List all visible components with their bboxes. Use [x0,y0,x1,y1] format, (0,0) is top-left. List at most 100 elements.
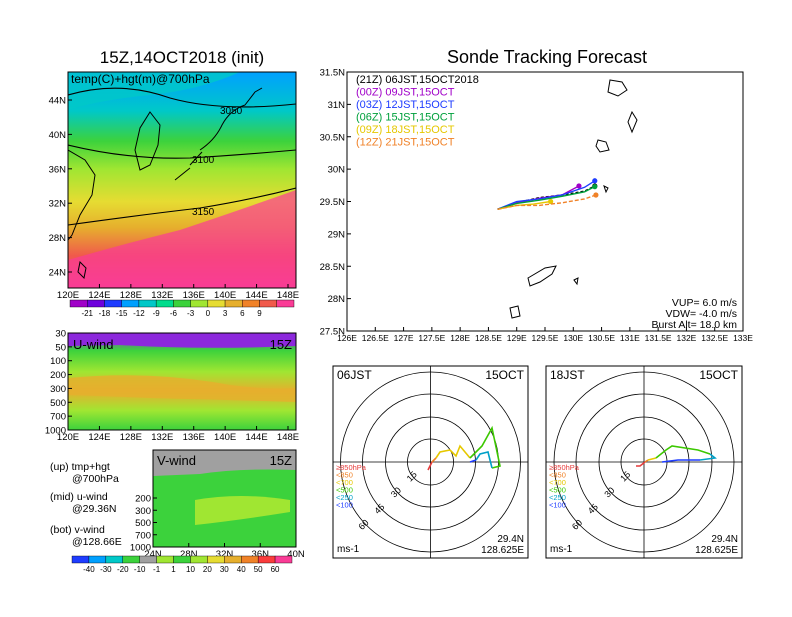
wind-colorbar-swatch [88,555,107,564]
track-y-tick-label: 28N [328,294,346,305]
hodograph-level-label: <250 [336,493,353,502]
taiwan-coastline [77,260,87,280]
hodograph-level-label: ≥850hPa [336,463,367,472]
temp-colorbar-swatch [155,299,174,308]
hodograph-wind-trace-4 [475,451,493,469]
track-series [497,178,599,210]
u-wind-time: 15Z [270,337,292,352]
track-legend-entry: (09Z) 18JST,15OCT [356,124,455,136]
wind-colorbar-tick-label: 20 [203,565,212,574]
hodograph-wind-trace-2 [435,444,471,459]
u-wind-upper-easterly [68,333,296,348]
map-y-tick-label: 28N [49,233,67,244]
wind-colorbar-swatch [224,555,242,564]
contour-label-3100: 3100 [192,155,215,166]
hodograph-lat: 29.4N [497,534,524,545]
temp-colorbar-tick-label: 3 [223,309,228,318]
map-y-tick-label: 40N [49,130,67,141]
contour-3050 [68,87,296,108]
contour-3150 [68,187,296,226]
wind-colorbar-tick-label: -1 [153,565,161,574]
hodograph-ring-label: 45 [586,502,600,516]
temp-colorbar-swatch [207,299,226,308]
temp-colorbar-swatch [242,299,260,308]
hodograph-wind-trace-1 [431,457,437,463]
hodograph-level-label: <250 [549,493,566,502]
map-y-tick-label: 44N [49,96,67,107]
temp-colorbar-tick-label: -15 [116,309,128,318]
note-up-1: (up) tmp+hgt [50,461,110,473]
v-wind-y-tick-label: 500 [135,518,151,529]
wind-colorbar-swatch [71,555,90,564]
note-mid-1: (mid) u-wind [50,491,108,503]
u-wind-frame [67,332,297,431]
track-x-tick-label: 126E [337,333,357,343]
wind-colorbar-tick-label: -40 [83,565,95,574]
u-wind-x-tick-label: 148E [277,432,299,443]
v-wind-y-tick-label: 700 [135,530,151,541]
island-kuchinoshima-area [595,139,610,153]
hodograph-wind-trace-0 [636,461,646,467]
track-x-tick-label: 132E [676,333,696,343]
v-wind-y-tick-label: 1000 [130,543,151,554]
temp-colorbar-swatch [87,299,105,308]
hodograph-level-label: <500 [336,486,353,495]
island-amami [527,265,557,287]
u-wind-y-tick-label: 200 [50,370,66,381]
track-x-tick-label: 131E [620,333,640,343]
hodograph-wind-trace-1 [644,459,649,463]
track-y-tick-label: 30.5N [320,132,345,143]
hodograph-lon: 128.625E [695,545,738,556]
hodograph-rings [546,366,742,558]
hodograph-time: 18JST [550,368,585,382]
track-end-point-2 [592,178,598,184]
hodograph-lat: 29.4N [711,534,738,545]
hodograph-wind-trace-5 [469,459,477,463]
map-x-tick-label: 136E [183,290,205,301]
hodograph-wind-trace-3 [469,425,501,469]
island-yakushima-area [607,79,628,97]
u-wind-x-ticks: 120E 124E 128E 132E 136E 140E 144E 148E [57,426,299,443]
hodograph-level-label: ≥850hPa [549,463,580,472]
u-wind-y-tick-label: 30 [55,329,66,340]
temp-colorbar-swatch [276,299,295,308]
hodograph-level-label: <500 [549,486,566,495]
v-wind-x-tick-label: 36N [252,549,270,560]
map-y-ticks: 44N 40N 36N 32N 28N 24N [49,96,72,279]
hodograph-level-label: <700 [336,478,353,487]
track-line-2 [497,180,596,210]
u-wind-jet-core [68,375,296,402]
island-small-3 [509,305,521,319]
china-coastline [68,149,96,241]
v-wind-light-region [195,496,290,525]
wind-colorbar-swatch [274,555,293,564]
track-y-tick-label: 28.5N [320,262,345,273]
hodograph-lon: 128.625E [481,545,524,556]
temp-colorbar-tick-label: 6 [240,309,245,318]
track-end-point-4 [548,198,554,205]
map-y-tick-label: 36N [49,164,67,175]
korea-coastline [134,111,161,171]
temp-colorbar-tick-label: 9 [257,309,262,318]
track-x-tick-label: 129E [507,333,527,343]
u-wind-y-ticks: 30 50 100 200 300 500 700 1000 [45,329,72,437]
track-x-tick-label: 126.5E [362,333,389,343]
wind-colorbar [71,555,293,564]
tracking-x-ticks: 126E 126.5E 127E 127.5E 128E 128.5E 129E 129.5E… [337,327,753,343]
hodograph-level-label: <100 [549,501,566,510]
wind-colorbar-tick-label: 60 [271,565,280,574]
japan-coastline [174,87,263,181]
temp-colorbar-tick-label: -21 [81,309,93,318]
map-x-tick-label: 132E [151,290,173,301]
temp-colorbar-swatch [104,299,122,308]
wind-colorbar-ticks: -40 -30 -20 -10 -1 1 10 20 30 40 50 60 [83,565,280,574]
wind-colorbar-swatch [241,555,259,564]
wind-colorbar-swatch [122,555,140,564]
track-y-tick-label: 29.5N [320,197,345,208]
v-wind-y-tick-label: 300 [135,506,151,517]
wind-colorbar-swatch [139,555,157,564]
hodograph-date: 15OCT [699,368,738,382]
